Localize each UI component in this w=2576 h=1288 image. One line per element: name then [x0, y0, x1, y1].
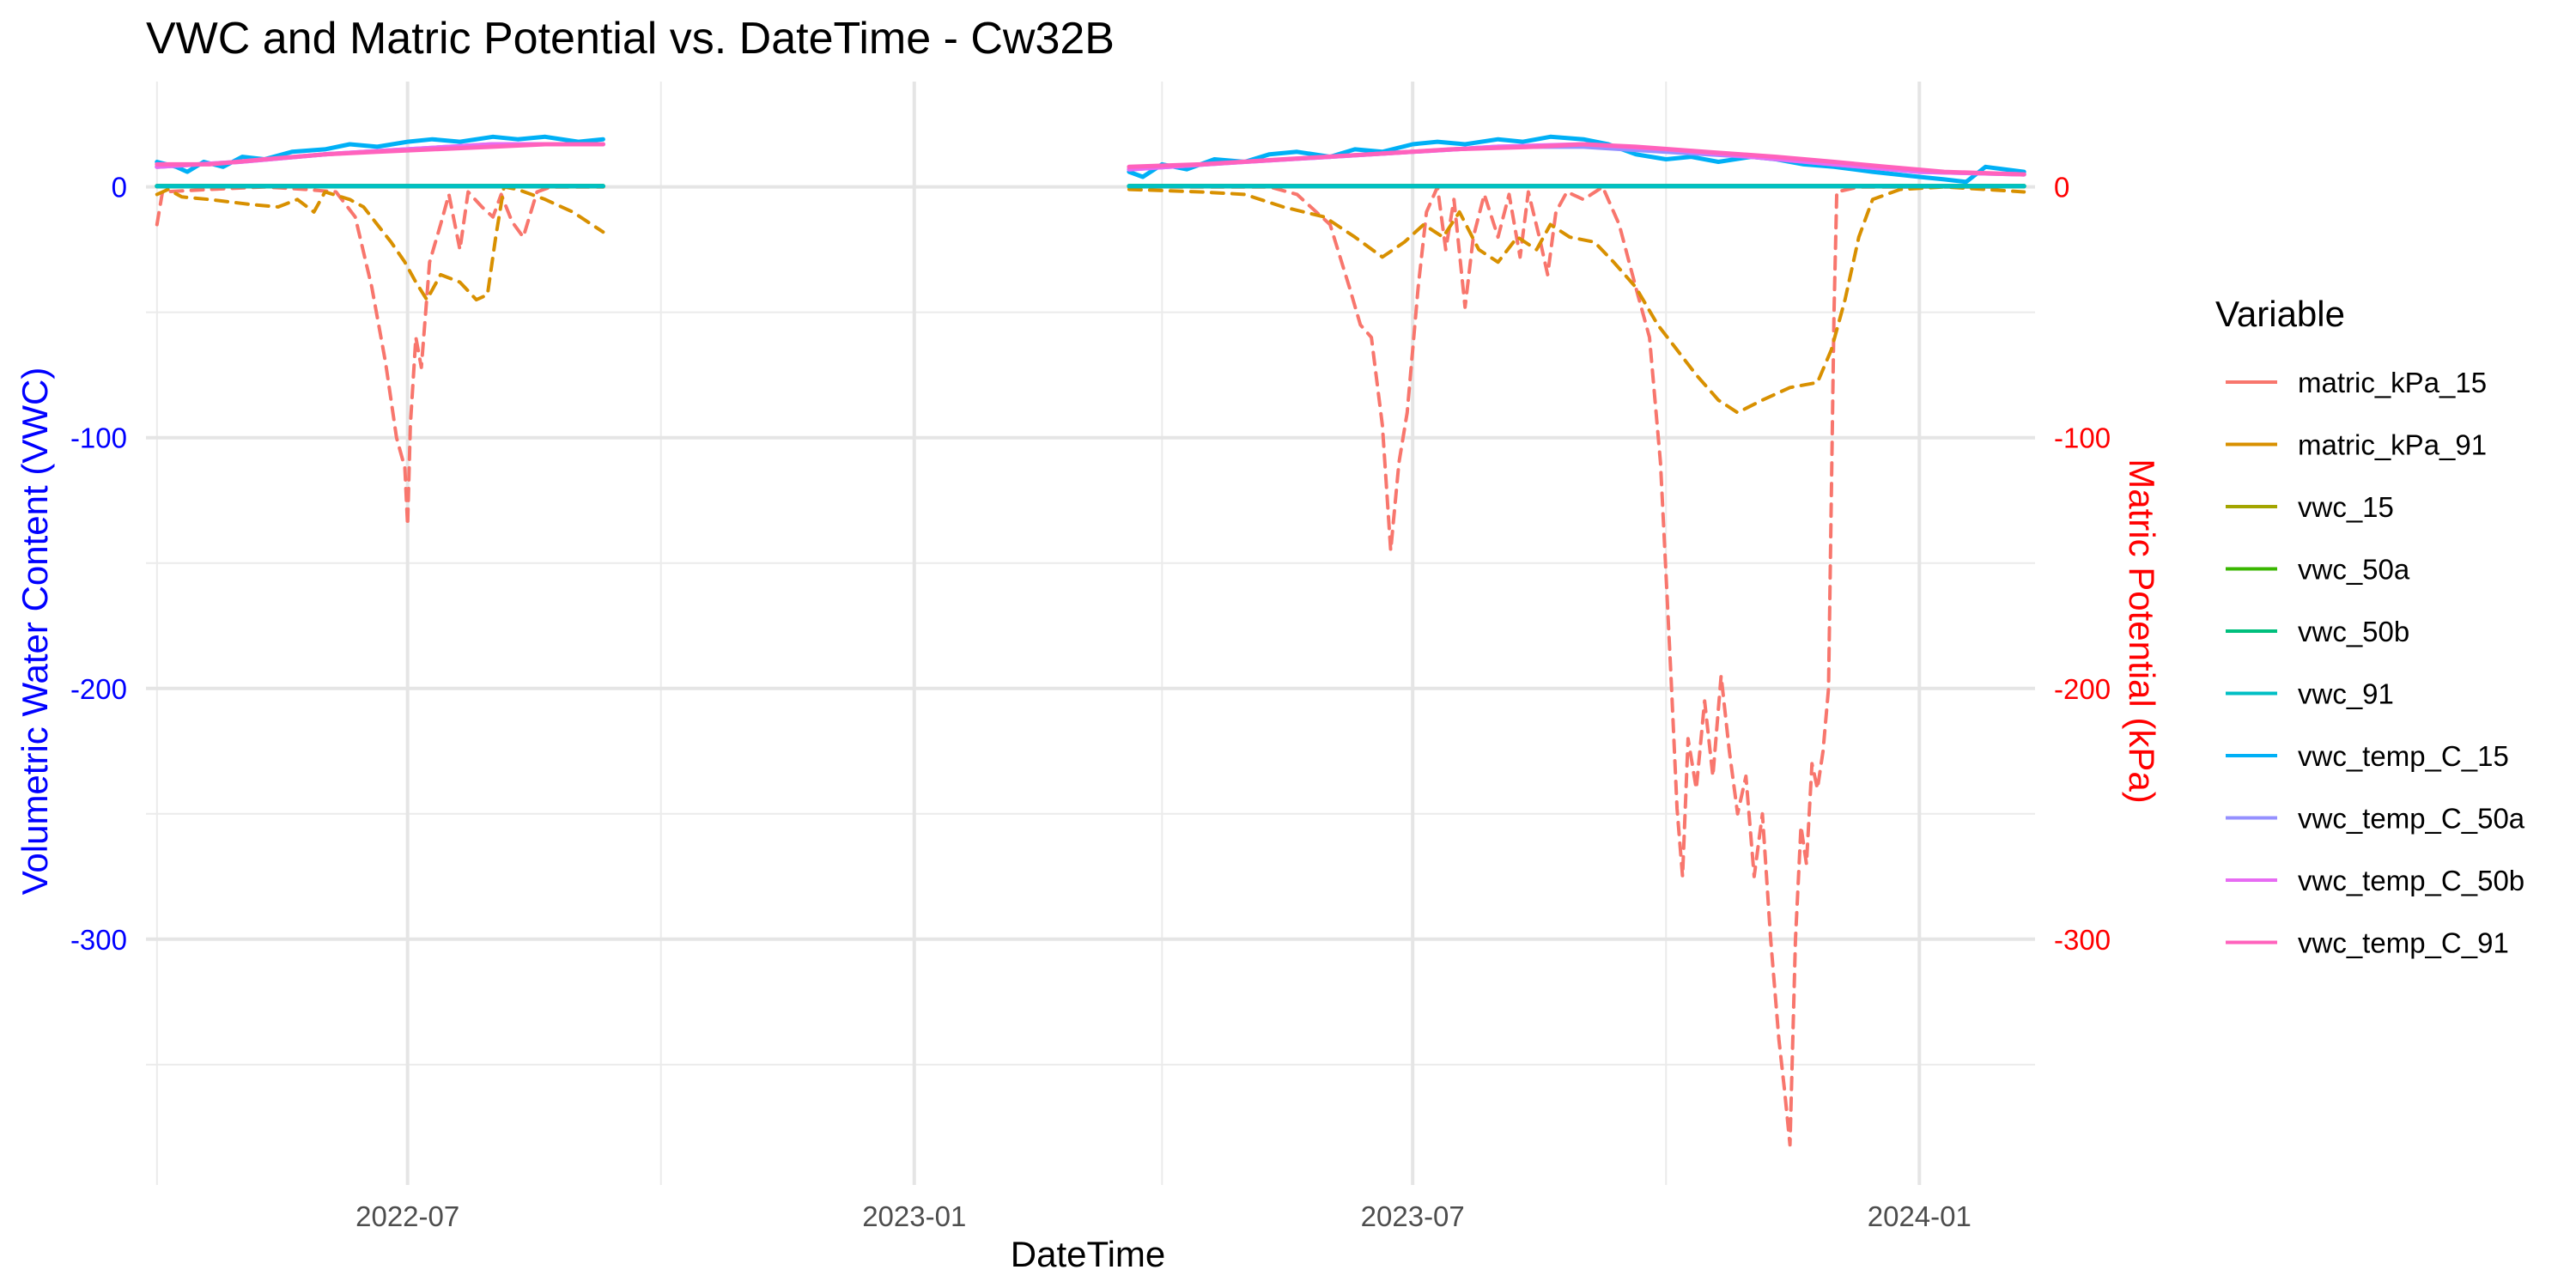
- y-tick-label-left: 0: [112, 172, 127, 204]
- legend-items: matric_kPa_15 matric_kPa_91 vwc_15 vwc_50av…: [2226, 367, 2525, 959]
- x-axis: 2022-07 2023-01 2023-07 2024-01: [355, 1200, 1971, 1232]
- x-axis-title: DateTime: [1011, 1234, 1166, 1274]
- legend-label-matric_kPa_91: matric_kPa_91: [2298, 429, 2487, 461]
- legend-label-vwc_temp_C_15: vwc_temp_C_15: [2298, 740, 2509, 772]
- chart-title: VWC and Matric Potential vs. DateTime - …: [146, 14, 1115, 64]
- x-tick-label: 2023-01: [862, 1200, 966, 1232]
- series-layer: [155, 134, 2026, 1147]
- series-line-matric_kPa_15: [155, 185, 2007, 1147]
- y-tick-label-right: -100: [2054, 422, 2111, 454]
- x-tick-label: 2023-07: [1361, 1200, 1465, 1232]
- legend-label-vwc_91: vwc_91: [2298, 678, 2394, 710]
- grid-minor: [146, 82, 2035, 1185]
- legend: Variable matric_kPa_15 matric_kPa_91 vwc_1…: [2215, 294, 2525, 959]
- y-axis-title-left: Volumetric Water Content (VWC): [15, 368, 55, 896]
- y-axis-left: 0 -100 -200 -300: [70, 172, 127, 956]
- y-tick-label-left: -100: [70, 422, 127, 454]
- legend-label-vwc_temp_C_50b: vwc_temp_C_50b: [2298, 865, 2524, 896]
- legend-title: Variable: [2215, 294, 2345, 334]
- y-tick-label-left: -200: [70, 673, 127, 705]
- y-tick-label-right: -200: [2054, 673, 2111, 705]
- series-line-vwc_temp_C_91: [155, 142, 2026, 177]
- legend-label-matric_kPa_15: matric_kPa_15: [2298, 367, 2487, 398]
- legend-label-vwc_50b: vwc_50b: [2298, 616, 2409, 647]
- y-tick-label-left: -300: [70, 924, 127, 956]
- y-tick-label-right: 0: [2054, 172, 2069, 204]
- legend-label-vwc_50a: vwc_50a: [2298, 554, 2410, 586]
- grid-major: [146, 82, 2035, 1185]
- y-axis-title-right: Matric Potential (kPa): [2122, 459, 2162, 803]
- y-tick-label-right: -300: [2054, 924, 2111, 956]
- x-tick-label: 2024-01: [1868, 1200, 1971, 1232]
- legend-label-vwc_15: vwc_15: [2298, 491, 2394, 523]
- x-tick-label: 2022-07: [355, 1200, 459, 1232]
- series-line-vwc_temp_C_15: [155, 134, 2026, 185]
- y-axis-right: 0 -100 -200 -300: [2054, 172, 2111, 956]
- legend-label-vwc_temp_C_91: vwc_temp_C_91: [2298, 927, 2509, 959]
- series-line-matric_kPa_91: [155, 185, 2026, 415]
- legend-label-vwc_temp_C_50a: vwc_temp_C_50a: [2298, 803, 2525, 835]
